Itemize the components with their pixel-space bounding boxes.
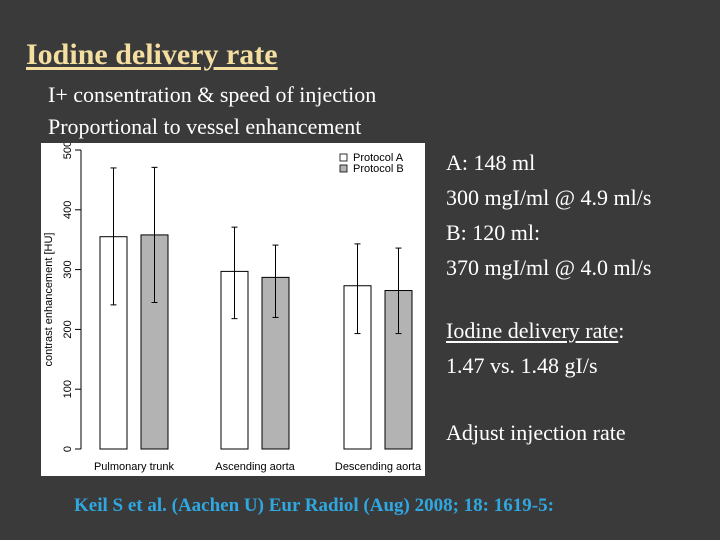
y-tick-label: 100: [62, 380, 74, 398]
legend-swatch: [339, 153, 348, 162]
protocol-a-rate: 300 mgI/ml @ 4.9 ml/s: [446, 185, 652, 210]
idr-values: 1.47 vs. 1.48 gI/s: [446, 353, 598, 378]
protocol-b-rate: 370 mgI/ml @ 4.0 ml/s: [446, 255, 652, 280]
y-axis-label: contrast enhancement [HU]: [43, 233, 55, 367]
idr-colon: :: [618, 318, 625, 343]
legend-label: Protocol B: [353, 163, 404, 175]
idr-heading: Iodine delivery rate:: [446, 318, 624, 344]
x-category-label: Ascending aorta: [215, 461, 295, 473]
y-tick-label: 500: [62, 143, 74, 159]
y-tick-label: 200: [62, 320, 74, 338]
x-category-label: Descending aorta: [335, 461, 422, 473]
protocol-a-dose: A: 148 ml: [446, 150, 536, 175]
citation: Keil S et al. (Aachen U) Eur Radiol (Aug…: [74, 495, 554, 516]
enhancement-chart: 0 100 200 300 400 500 contrast enhancement [HU…: [41, 143, 425, 476]
slide-title: Iodine delivery rate: [26, 38, 278, 71]
x-category-label: Pulmonary trunk: [94, 461, 175, 473]
legend-label: Protocol A: [353, 152, 404, 164]
protocol-b-dose: B: 120 ml:: [446, 220, 541, 245]
legend-swatch: [339, 164, 348, 173]
bullet-concentration-speed: I+ consentration & speed of injection: [48, 82, 377, 107]
idr-label: Iodine delivery rate: [446, 318, 619, 343]
y-tick-label: 300: [62, 260, 74, 278]
bullet-proportional-enhancement: Proportional to vessel enhancement: [48, 114, 362, 139]
conclusion-text: Adjust injection rate: [446, 420, 626, 445]
chart-svg: 0 100 200 300 400 500 contrast enhancement [HU…: [43, 143, 422, 473]
y-tick-label: 400: [62, 201, 74, 219]
y-tick-label: 0: [62, 446, 74, 452]
